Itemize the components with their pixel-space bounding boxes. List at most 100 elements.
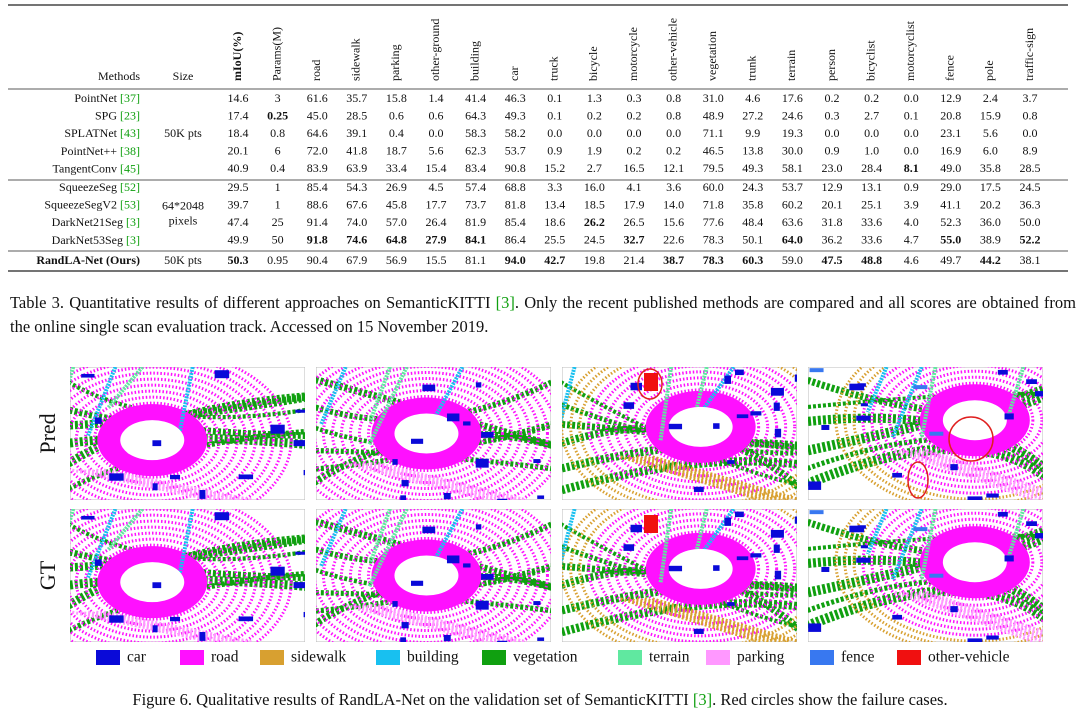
value-cell: 17.4 <box>228 108 249 122</box>
value-cell: 63.9 <box>346 161 367 175</box>
legend-swatch <box>376 650 400 665</box>
column-header: bicycle <box>586 46 600 81</box>
value-cell: 5.6 <box>983 126 998 140</box>
building-strip <box>865 367 889 413</box>
legend-swatch <box>897 650 921 665</box>
column-header: traffic-sign <box>1022 28 1036 81</box>
sidewalk-strip <box>918 590 1043 637</box>
value-cell: 90.8 <box>505 161 526 175</box>
citation: [3] <box>495 293 515 312</box>
value-cell: 0.9 <box>904 180 919 194</box>
car-cluster <box>94 417 102 424</box>
road-ring <box>632 382 770 472</box>
value-cell: 24.6 <box>782 108 803 122</box>
other-vehicle-cluster <box>644 515 658 533</box>
value-cell: 1 <box>275 180 281 194</box>
building-strip <box>367 367 409 446</box>
value-cell: 8.9 <box>1023 144 1038 158</box>
sidewalk-strip <box>103 468 253 500</box>
value-cell: 5.6 <box>429 144 444 158</box>
value-cell: 0.0 <box>864 126 879 140</box>
road-ring <box>70 371 257 500</box>
car-cluster <box>630 524 642 533</box>
building-strip <box>919 509 938 581</box>
car-cluster <box>94 559 102 566</box>
car-cluster <box>400 637 407 642</box>
value-cell: 38.7 <box>663 253 684 267</box>
value-cell: 20.2 <box>980 197 1001 211</box>
road-ring <box>70 377 248 500</box>
road-ring <box>92 543 212 621</box>
building-strip <box>318 367 348 426</box>
value-cell: 78.3 <box>703 233 724 247</box>
car-cluster <box>1034 391 1043 397</box>
sidewalk-strip <box>354 604 497 642</box>
value-cell: 0.3 <box>825 108 840 122</box>
sidewalk-strip <box>910 590 1043 640</box>
road-ring <box>316 367 549 500</box>
car-cluster <box>303 611 305 618</box>
car-cluster <box>446 555 460 564</box>
road-ring <box>70 513 257 642</box>
sidewalk-strip <box>902 590 1043 642</box>
point-cloud-panel <box>562 367 797 500</box>
value-cell: 2.4 <box>983 91 998 105</box>
car-cluster <box>400 495 407 500</box>
value-cell: 18.7 <box>386 144 407 158</box>
car-cluster <box>770 529 784 538</box>
value-cell: 52.2 <box>1020 233 1041 247</box>
value-cell: 73.7 <box>465 197 486 211</box>
value-cell: 31.8 <box>822 215 843 229</box>
value-cell: 24.3 <box>742 180 763 194</box>
value-cell: 0.8 <box>666 108 681 122</box>
column-header: person <box>824 49 838 81</box>
road-ring <box>614 512 788 626</box>
value-cell: 74.6 <box>346 233 367 247</box>
road-ring <box>339 377 513 490</box>
building-strip <box>658 367 674 442</box>
car-cluster <box>892 614 903 620</box>
value-cell: 6 <box>275 144 281 158</box>
sidewalk-strip <box>79 468 223 500</box>
value-cell: 27.9 <box>426 233 447 247</box>
car-cluster <box>1026 521 1037 527</box>
value-cell: 50.3 <box>228 253 249 267</box>
value-cell: 0.2 <box>627 144 642 158</box>
building-strip <box>422 509 465 580</box>
sidewalk-strip <box>362 462 507 500</box>
value-cell: 31.0 <box>703 91 724 105</box>
road-ring <box>70 509 275 642</box>
value-cell: 1.0 <box>864 144 879 158</box>
car-cluster <box>794 374 797 382</box>
value-cell: 46.3 <box>505 91 526 105</box>
value-cell: 26.4 <box>426 215 447 229</box>
car-cluster <box>533 459 541 464</box>
size-cell: pixels <box>169 214 198 228</box>
car-cluster <box>199 632 206 641</box>
legend-label: sidewalk <box>291 649 346 666</box>
sidewalk-strip <box>628 455 772 500</box>
car-cluster <box>392 459 398 465</box>
value-cell: 28.5 <box>1020 161 1041 175</box>
car-cluster <box>808 623 822 632</box>
road-ring <box>321 367 531 500</box>
fence-cluster <box>913 385 928 390</box>
fence-cluster <box>929 431 944 436</box>
building-strip <box>865 509 889 555</box>
car-cluster <box>774 428 782 438</box>
value-cell: 56.9 <box>386 253 407 267</box>
value-cell: 59.0 <box>782 253 803 267</box>
value-cell: 38.9 <box>980 233 1001 247</box>
method-name: SPG <box>95 108 117 122</box>
car-cluster <box>422 526 436 534</box>
car-cluster <box>152 625 158 633</box>
value-cell: 50.1 <box>742 233 763 247</box>
value-cell: 14.0 <box>663 197 684 211</box>
road-ring <box>92 401 212 479</box>
citation: [3] <box>126 233 140 247</box>
value-cell: 57.4 <box>465 180 486 194</box>
ego-hole <box>120 420 185 461</box>
car-cluster <box>475 524 482 530</box>
value-cell: 20.8 <box>940 108 961 122</box>
vegetation-band <box>562 599 797 637</box>
